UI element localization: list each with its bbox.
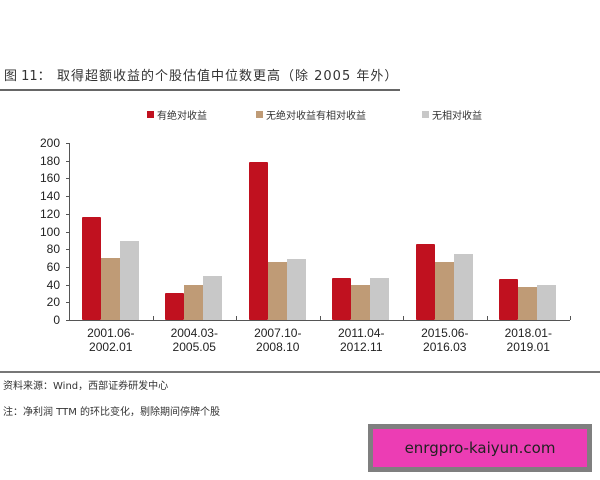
- legend-swatch-red: [147, 111, 154, 118]
- source-note: 资料来源：Wind，西部证券研发中心: [3, 381, 169, 392]
- legend-item-absolute-return: 有绝对收益: [147, 107, 207, 122]
- x-tick-mark: [319, 316, 321, 320]
- x-tick-mark: [570, 316, 571, 320]
- y-tick-mark: [66, 213, 69, 215]
- bar: [184, 285, 203, 320]
- bar: [203, 275, 222, 320]
- x-tick-label: 2018.01- 2019.01: [504, 326, 552, 354]
- title-divider: [0, 89, 400, 91]
- legend-label: 无绝对收益有相对收益: [266, 111, 366, 122]
- bar: [267, 262, 287, 320]
- bar: [415, 243, 435, 320]
- x-axis: [69, 320, 570, 321]
- y-tick-label: 100: [39, 224, 60, 239]
- legend-swatch-tan: [256, 111, 263, 118]
- bar: [119, 241, 139, 320]
- x-tick-label: 2001.06- 2002.01: [87, 326, 135, 354]
- chart-title: 取得超额收益的个股估值中位数更高（除 2005 年外）: [57, 69, 399, 84]
- y-tick-mark: [66, 249, 69, 251]
- bar: [370, 277, 389, 320]
- bar: [537, 284, 556, 320]
- bar: [286, 258, 306, 320]
- y-tick-mark: [66, 160, 69, 162]
- x-tick-label: 2004.03- 2005.05: [170, 326, 218, 354]
- bar: [332, 278, 351, 320]
- title-bar: 图 11： 取得超额收益的个股估值中位数更高（除 2005 年外）: [0, 63, 400, 87]
- legend-swatch-gray: [422, 111, 429, 118]
- y-tick-mark: [66, 302, 69, 304]
- bar: [81, 217, 101, 320]
- footer-divider: [0, 371, 600, 373]
- x-tick-mark: [403, 316, 404, 320]
- y-tick-mark: [66, 266, 69, 268]
- legend-label: 有绝对收益: [157, 111, 207, 122]
- legend-item-relative-return: 无绝对收益有相对收益: [256, 107, 366, 122]
- y-tick-label: 20: [46, 295, 60, 310]
- legend: 有绝对收益 无绝对收益有相对收益 无相对收益: [0, 107, 600, 122]
- bar: [434, 261, 454, 320]
- y-tick-mark: [66, 320, 69, 321]
- y-tick-label: 40: [46, 277, 60, 292]
- y-tick-mark: [66, 178, 69, 180]
- y-tick-label: 80: [46, 242, 60, 257]
- y-tick-mark: [66, 196, 69, 198]
- x-tick-mark: [152, 316, 154, 320]
- x-tick-mark: [236, 316, 237, 320]
- y-tick-label: 0: [53, 313, 60, 327]
- legend-label: 无相对收益: [432, 111, 482, 122]
- y-tick-label: 140: [39, 189, 60, 204]
- x-tick-mark: [486, 316, 488, 320]
- y-tick-label: 200: [39, 136, 60, 150]
- bar: [351, 285, 370, 320]
- y-tick-label: 180: [39, 153, 60, 168]
- bar: [499, 279, 518, 320]
- footnote: 注：净利润 TTM 的环比变化，剔除期间停牌个股: [3, 407, 221, 418]
- y-tick-mark: [66, 284, 69, 286]
- bar: [100, 258, 120, 320]
- bar: [518, 287, 537, 320]
- bar-chart: 0 20 40 60 80 100 120 140 160 180 200 2001.06- 2002.…: [0, 130, 600, 360]
- legend-item-no-relative-return: 无相对收益: [422, 107, 482, 122]
- x-tick-label: 2007.10- 2008.10: [254, 326, 302, 354]
- watermark-banner[interactable]: enrgpro-kaiyun.com: [368, 424, 592, 472]
- y-tick-label: 160: [39, 171, 60, 186]
- bar: [248, 161, 268, 320]
- bar: [453, 253, 473, 320]
- watermark-text[interactable]: enrgpro-kaiyun.com: [373, 429, 587, 467]
- x-tick-mark: [69, 316, 70, 320]
- y-axis: [69, 143, 70, 320]
- figure-label: 图 11：: [4, 69, 51, 84]
- y-tick-label: 60: [46, 259, 60, 274]
- bar: [165, 292, 184, 320]
- x-tick-label: 2011.04- 2012.11: [338, 326, 385, 354]
- y-tick-label: 120: [39, 206, 60, 221]
- y-tick-mark: [66, 231, 69, 233]
- x-tick-label: 2015.06- 2016.03: [421, 326, 469, 354]
- y-tick-mark: [66, 143, 69, 144]
